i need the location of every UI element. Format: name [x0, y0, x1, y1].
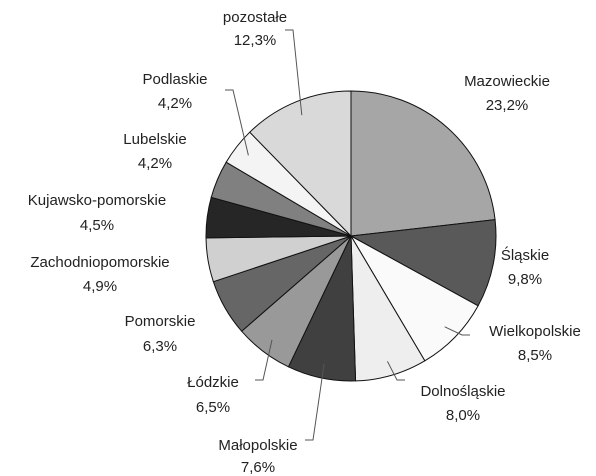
- slice-value-label: 4,2%: [138, 155, 172, 172]
- slice-label: Małopolskie: [218, 437, 297, 454]
- leader-line: [305, 363, 325, 441]
- slice-value-label: 9,8%: [508, 271, 542, 288]
- slice-value-label: 6,3%: [143, 338, 177, 355]
- slice-label: pozostałe: [223, 9, 287, 26]
- pie-slice: [349, 219, 497, 307]
- pie-slice: [350, 90, 496, 237]
- slice-value-label: 23,2%: [486, 97, 529, 114]
- slice-value-label: 4,5%: [80, 217, 114, 234]
- pie-slice: [249, 90, 352, 238]
- slice-label: Dolnośląskie: [420, 383, 505, 400]
- slice-value-label: 8,5%: [518, 347, 552, 364]
- slice-label: Pomorskie: [125, 313, 196, 330]
- slice-value-label: 4,9%: [83, 278, 117, 295]
- leader-line: [444, 326, 470, 336]
- leader-line: [225, 89, 249, 156]
- slice-label: Kujawsko-pomorskie: [28, 192, 166, 209]
- slice-label: Lubelskie: [123, 131, 186, 148]
- slice-label: Łódzkie: [187, 374, 239, 391]
- slice-label: Mazowieckie: [464, 73, 550, 90]
- slice-value-label: 12,3%: [234, 32, 277, 49]
- slice-label: Wielkopolskie: [489, 323, 581, 340]
- slice-value-label: 6,5%: [196, 399, 230, 416]
- slice-label: Śląskie: [501, 246, 549, 264]
- slice-value-label: 4,2%: [158, 95, 192, 112]
- slice-value-label: 8,0%: [446, 407, 480, 424]
- slice-label: Podlaskie: [142, 71, 207, 88]
- leader-line: [386, 361, 405, 381]
- leader-line: [255, 339, 273, 381]
- slice-label: Zachodniopomorskie: [30, 254, 169, 271]
- slice-value-label: 7,6%: [241, 459, 275, 476]
- leader-line: [285, 29, 303, 116]
